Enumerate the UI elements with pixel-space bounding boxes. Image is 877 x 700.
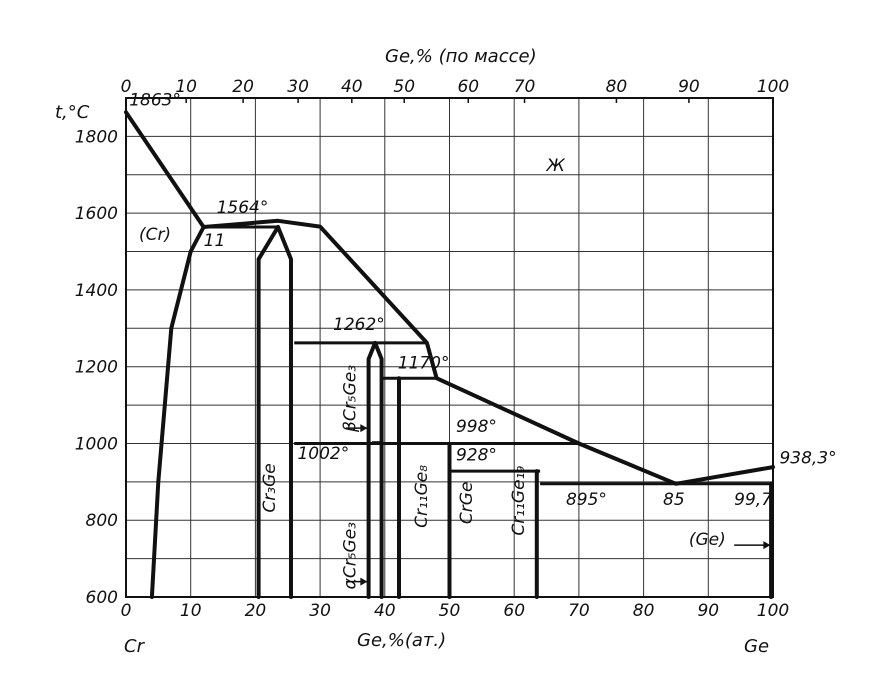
temperature-annotation: 85 bbox=[663, 490, 685, 510]
beta-cr5ge3-arrowhead bbox=[360, 424, 368, 433]
top-tick-label: 30 bbox=[287, 77, 309, 97]
x-tick-label: 0 bbox=[121, 601, 132, 621]
cr5ge3-left-line bbox=[366, 340, 378, 599]
temperature-annotation: 998° bbox=[456, 417, 497, 437]
y-tick-label: 800 bbox=[86, 511, 118, 531]
left-component-label: Cr bbox=[124, 636, 146, 657]
cr3ge-left-line bbox=[256, 225, 280, 599]
temperature-annotation: 938,3° bbox=[779, 448, 836, 468]
phase-label: (Cr) bbox=[139, 225, 171, 245]
phase-label: Ж bbox=[546, 156, 566, 176]
x-tick-label: 20 bbox=[245, 601, 267, 621]
x-tick-label: 70 bbox=[568, 601, 590, 621]
ge-solution-arrowhead bbox=[763, 541, 771, 550]
x-tick-label: 80 bbox=[633, 601, 655, 621]
top-tick-label: 80 bbox=[606, 77, 628, 97]
cr3ge-right-line bbox=[276, 225, 293, 599]
y-tick-label: 1600 bbox=[75, 204, 118, 224]
bottom-axis-label: Ge,%(ат.) bbox=[357, 630, 446, 651]
phase-label: Cr₃Ge bbox=[260, 463, 280, 512]
top-tick-label: 100 bbox=[757, 77, 789, 97]
phase-label: (Ge) bbox=[689, 530, 726, 550]
x-tick-label: 90 bbox=[697, 601, 719, 621]
top-tick-label: 40 bbox=[341, 77, 363, 97]
x-tick-label: 100 bbox=[757, 601, 789, 621]
top-tick-label: 90 bbox=[678, 77, 700, 97]
x-tick-label: 30 bbox=[309, 601, 331, 621]
top-tick-label: 70 bbox=[514, 77, 536, 97]
top-tick-label: 20 bbox=[232, 77, 254, 97]
temperature-annotation: 928° bbox=[456, 446, 497, 466]
x-tick-label: 10 bbox=[180, 601, 202, 621]
phase-label: Cr₁₁Ge₈ bbox=[412, 465, 432, 528]
temperature-annotation: 99,7 bbox=[734, 490, 772, 510]
y-axis-label: t,°C bbox=[55, 102, 90, 123]
phase-label: CrGe bbox=[457, 482, 477, 525]
top-tick-label: 50 bbox=[393, 77, 415, 97]
temperature-annotation: 11 bbox=[204, 231, 226, 251]
y-tick-label: 1400 bbox=[75, 281, 118, 301]
y-tick-label: 1000 bbox=[75, 434, 118, 454]
temperature-annotation: 1564° bbox=[217, 198, 269, 218]
tick-labels: 0 10 20 30 40 50 60 70 80 90 100600800100012001400… bbox=[75, 77, 789, 621]
cr5ge3-right-line bbox=[373, 340, 384, 599]
temperature-annotation: 1170° bbox=[398, 354, 450, 374]
top-axis-label: Ge,% (по массе) bbox=[385, 46, 537, 67]
top-tick-label: 10 bbox=[175, 77, 197, 97]
liquidus-curve bbox=[124, 110, 775, 486]
temperature-annotation: 1262° bbox=[333, 315, 385, 335]
top-tick-label: 60 bbox=[457, 77, 479, 97]
temperature-annotation: 895° bbox=[566, 490, 607, 510]
y-tick-label: 600 bbox=[86, 588, 118, 608]
top-tick-label: 0 bbox=[121, 77, 132, 97]
phase-label: Cr₁₁Ge₁₉ bbox=[509, 466, 529, 536]
x-tick-label: 50 bbox=[439, 601, 461, 621]
alpha-cr5ge3-arrowhead bbox=[360, 577, 368, 586]
y-tick-label: 1200 bbox=[75, 358, 118, 378]
cr-solvus-line bbox=[149, 225, 206, 599]
temperature-annotation: 1863° bbox=[129, 91, 181, 111]
annotations: 1863° 1564° 11 1262° 1170° 998° 928° 1002° 895° 8… bbox=[129, 91, 836, 590]
temperature-annotation: 1002° bbox=[297, 444, 349, 464]
metastable-line bbox=[125, 111, 205, 228]
y-tick-label: 1800 bbox=[75, 127, 118, 147]
phase-label: βCr₅Ge₃ bbox=[341, 365, 361, 433]
right-component-label: Ge bbox=[744, 636, 769, 657]
x-tick-label: 40 bbox=[374, 601, 396, 621]
phase-boundaries bbox=[124, 110, 775, 599]
phase-label: αCr₅Ge₃ bbox=[341, 522, 361, 590]
x-tick-label: 60 bbox=[503, 601, 525, 621]
